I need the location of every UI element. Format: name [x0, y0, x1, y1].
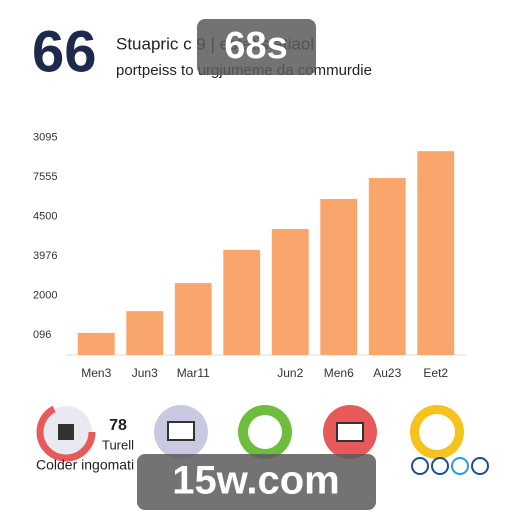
bar [77, 332, 115, 355]
face-glyph [419, 414, 455, 450]
bar [417, 151, 455, 355]
social-icon [451, 457, 469, 475]
bar [368, 178, 406, 355]
watermark-box [197, 19, 316, 75]
y-tick-label: 4500 [33, 211, 57, 223]
y-tick-label: 3095 [33, 132, 57, 144]
social-icon [471, 457, 489, 475]
mail-glyph [336, 422, 364, 442]
stat-label: Turell [102, 437, 134, 452]
x-tick-label: Men6 [324, 366, 354, 380]
y-tick-label: 3976 [33, 250, 57, 262]
social-icon [411, 457, 429, 475]
icon-row: 78 Turell [36, 402, 464, 462]
bar [174, 283, 212, 355]
footer-text: Colder ingomati [36, 457, 134, 473]
laptop-glyph [167, 421, 195, 441]
bar [223, 249, 261, 355]
bar [271, 228, 309, 355]
bar [126, 311, 164, 355]
y-tick-label: 2000 [33, 290, 57, 302]
x-tick-label: Men3 [81, 366, 111, 380]
chat-glyph [248, 415, 282, 449]
x-tick-label: Eet2 [423, 366, 448, 380]
icon-glyph [58, 424, 74, 440]
watermark: 15w.com [172, 459, 339, 503]
watermark-box [137, 454, 376, 510]
y-tick-label: 096 [33, 329, 51, 341]
social-icon [431, 457, 449, 475]
watermark: 68s [224, 25, 287, 67]
y-tick-label: 7555 [33, 171, 57, 183]
donut-ring [36, 402, 96, 462]
x-tick-label: Jun3 [132, 366, 158, 380]
big-number: 66 [32, 19, 97, 84]
x-tick-label: Mar11 [177, 366, 210, 380]
bar-chart: 096 2000 3976 4500 7555 3095 Men3 Jun3 Mar11 Jun2… [33, 132, 455, 380]
social-icons [411, 457, 489, 475]
x-tick-label: Jun2 [277, 366, 303, 380]
bar [320, 198, 358, 355]
stat-number: 78 [109, 417, 127, 434]
x-tick-label: Au23 [373, 366, 401, 380]
